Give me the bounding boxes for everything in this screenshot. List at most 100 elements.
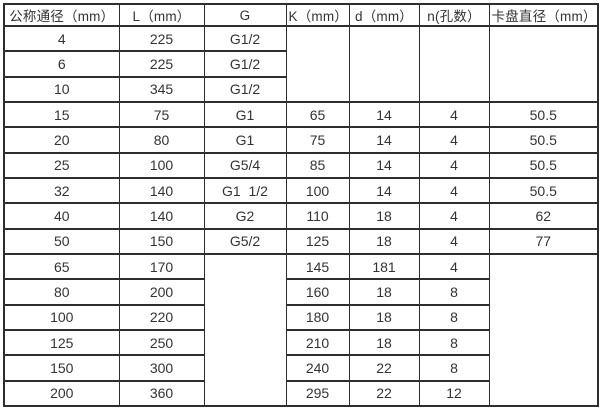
cell-k: 75 — [285, 126, 350, 154]
cell-n: 4 — [418, 202, 490, 230]
cell-k: 65 — [285, 100, 350, 129]
cell-dn: 6 — [3, 50, 120, 78]
cell-d: 18 — [348, 303, 420, 331]
cell-k-merged-empty — [285, 25, 350, 103]
cell-n: 12 — [418, 379, 490, 408]
cell-dn: 25 — [3, 151, 120, 179]
cell-n: 4 — [418, 126, 490, 154]
cell-n: 8 — [418, 354, 490, 382]
cell-l: 170 — [118, 252, 205, 281]
cell-d: 18 — [348, 202, 420, 230]
cell-d: 22 — [348, 354, 420, 382]
table-row: 65 170 145 181 4 — [3, 252, 599, 408]
dimension-spec-table: 公称通径（mm） L（mm） G K（mm） d（mm） n(孔数） 卡盘直径（… — [3, 3, 599, 408]
cell-k: 240 — [285, 354, 350, 382]
column-header-k: K（mm） — [285, 3, 350, 27]
cell-n: 4 — [418, 151, 490, 179]
cell-l: 100 — [118, 151, 205, 179]
cell-k: 295 — [285, 379, 350, 408]
cell-l: 140 — [118, 202, 205, 230]
cell-dn: 125 — [3, 328, 120, 357]
column-header-nominal-diameter: 公称通径（mm） — [3, 3, 120, 27]
table-row: 15 75 G1 65 14 4 50.5 — [3, 100, 599, 129]
cell-g: G5/4 — [203, 151, 287, 179]
cell-g: G1/2 — [203, 75, 287, 103]
cell-chuck: 50.5 — [488, 100, 599, 129]
cell-n: 4 — [418, 100, 490, 129]
cell-l: 220 — [118, 303, 205, 331]
cell-l: 140 — [118, 176, 205, 205]
table-row: 100 220 180 18 8 — [3, 303, 598, 331]
cell-d: 22 — [348, 379, 420, 408]
cell-g: G5/2 — [203, 227, 287, 255]
cell-l: 80 — [118, 126, 205, 154]
cell-n: 4 — [418, 176, 490, 205]
cell-l: 200 — [118, 278, 205, 306]
cell-dn: 65 — [3, 252, 120, 281]
cell-dn: 200 — [3, 379, 120, 408]
cell-chuck-merged-empty — [488, 25, 599, 103]
cell-k: 125 — [285, 227, 350, 255]
cell-dn: 20 — [3, 126, 120, 154]
cell-d: 14 — [348, 151, 420, 179]
table-row: 4 225 G1/2 — [3, 24, 599, 103]
cell-d: 14 — [348, 176, 420, 205]
cell-d: 18 — [348, 227, 420, 255]
cell-l: 360 — [118, 379, 205, 408]
table-row: 25 100 G5/4 85 14 4 50.5 — [3, 151, 599, 179]
cell-dn: 15 — [3, 100, 120, 129]
cell-l: 150 — [118, 227, 205, 255]
cell-l: 250 — [118, 328, 205, 357]
cell-chuck: 77 — [488, 227, 599, 255]
cell-g: G1/2 — [203, 50, 287, 78]
cell-chuck: 50.5 — [488, 126, 599, 154]
cell-d: 18 — [348, 328, 420, 357]
column-header-d: d（mm） — [348, 3, 420, 27]
cell-dn: 32 — [3, 176, 120, 205]
cell-d-merged-empty — [348, 25, 420, 103]
table-row: 32 140 G1 1/2 100 14 4 50.5 — [3, 176, 599, 205]
cell-dn: 150 — [3, 354, 120, 382]
cell-d: 18 — [348, 278, 420, 306]
cell-chuck: 50.5 — [488, 151, 599, 179]
header-row: 公称通径（mm） L（mm） G K（mm） d（mm） n(孔数） 卡盘直径（… — [3, 3, 599, 27]
table-row: 50 150 G5/2 125 18 4 77 — [3, 227, 599, 255]
cell-chuck: 62 — [488, 202, 599, 230]
table-row: 125 250 210 18 8 — [3, 328, 598, 357]
column-header-g: G — [203, 3, 287, 27]
column-header-chuck-diameter: 卡盘直径（mm） — [488, 3, 599, 27]
table-row: 6 225 G1/2 — [3, 50, 598, 78]
cell-l: 345 — [118, 75, 205, 103]
cell-d: 14 — [348, 100, 420, 129]
cell-dn: 100 — [3, 303, 120, 331]
cell-k: 180 — [285, 303, 350, 331]
cell-l: 300 — [118, 354, 205, 382]
table-row: 40 140 G2 110 18 4 62 — [3, 202, 599, 230]
cell-dn: 10 — [3, 75, 120, 103]
cell-k: 110 — [285, 202, 350, 230]
cell-k: 100 — [285, 176, 350, 205]
table-row: 200 360 295 22 12 — [3, 379, 598, 408]
table-row: 10 345 G1/2 — [3, 75, 598, 103]
table-row: 80 200 160 18 8 — [3, 278, 598, 306]
column-header-l: L（mm） — [118, 3, 205, 27]
cell-dn: 40 — [3, 202, 120, 230]
cell-d: 181 — [348, 252, 420, 281]
cell-k: 160 — [285, 278, 350, 306]
cell-chuck: 50.5 — [488, 176, 599, 205]
cell-dn: 80 — [3, 278, 120, 306]
cell-d: 14 — [348, 126, 420, 154]
cell-g: G2 — [203, 202, 287, 230]
cell-dn: 4 — [3, 24, 120, 53]
cell-n-merged-empty — [418, 25, 490, 103]
cell-chuck-merged-empty — [488, 252, 599, 408]
cell-dn: 50 — [3, 227, 120, 255]
table-row: 20 80 G1 75 14 4 50.5 — [3, 126, 599, 154]
cell-k: 85 — [285, 151, 350, 179]
cell-n: 8 — [418, 278, 490, 306]
column-header-n-holes: n(孔数） — [418, 3, 490, 27]
cell-n: 8 — [418, 303, 490, 331]
cell-g: G1 1/2 — [203, 176, 287, 205]
cell-l: 225 — [118, 24, 205, 53]
cell-g: G1 — [203, 126, 287, 154]
